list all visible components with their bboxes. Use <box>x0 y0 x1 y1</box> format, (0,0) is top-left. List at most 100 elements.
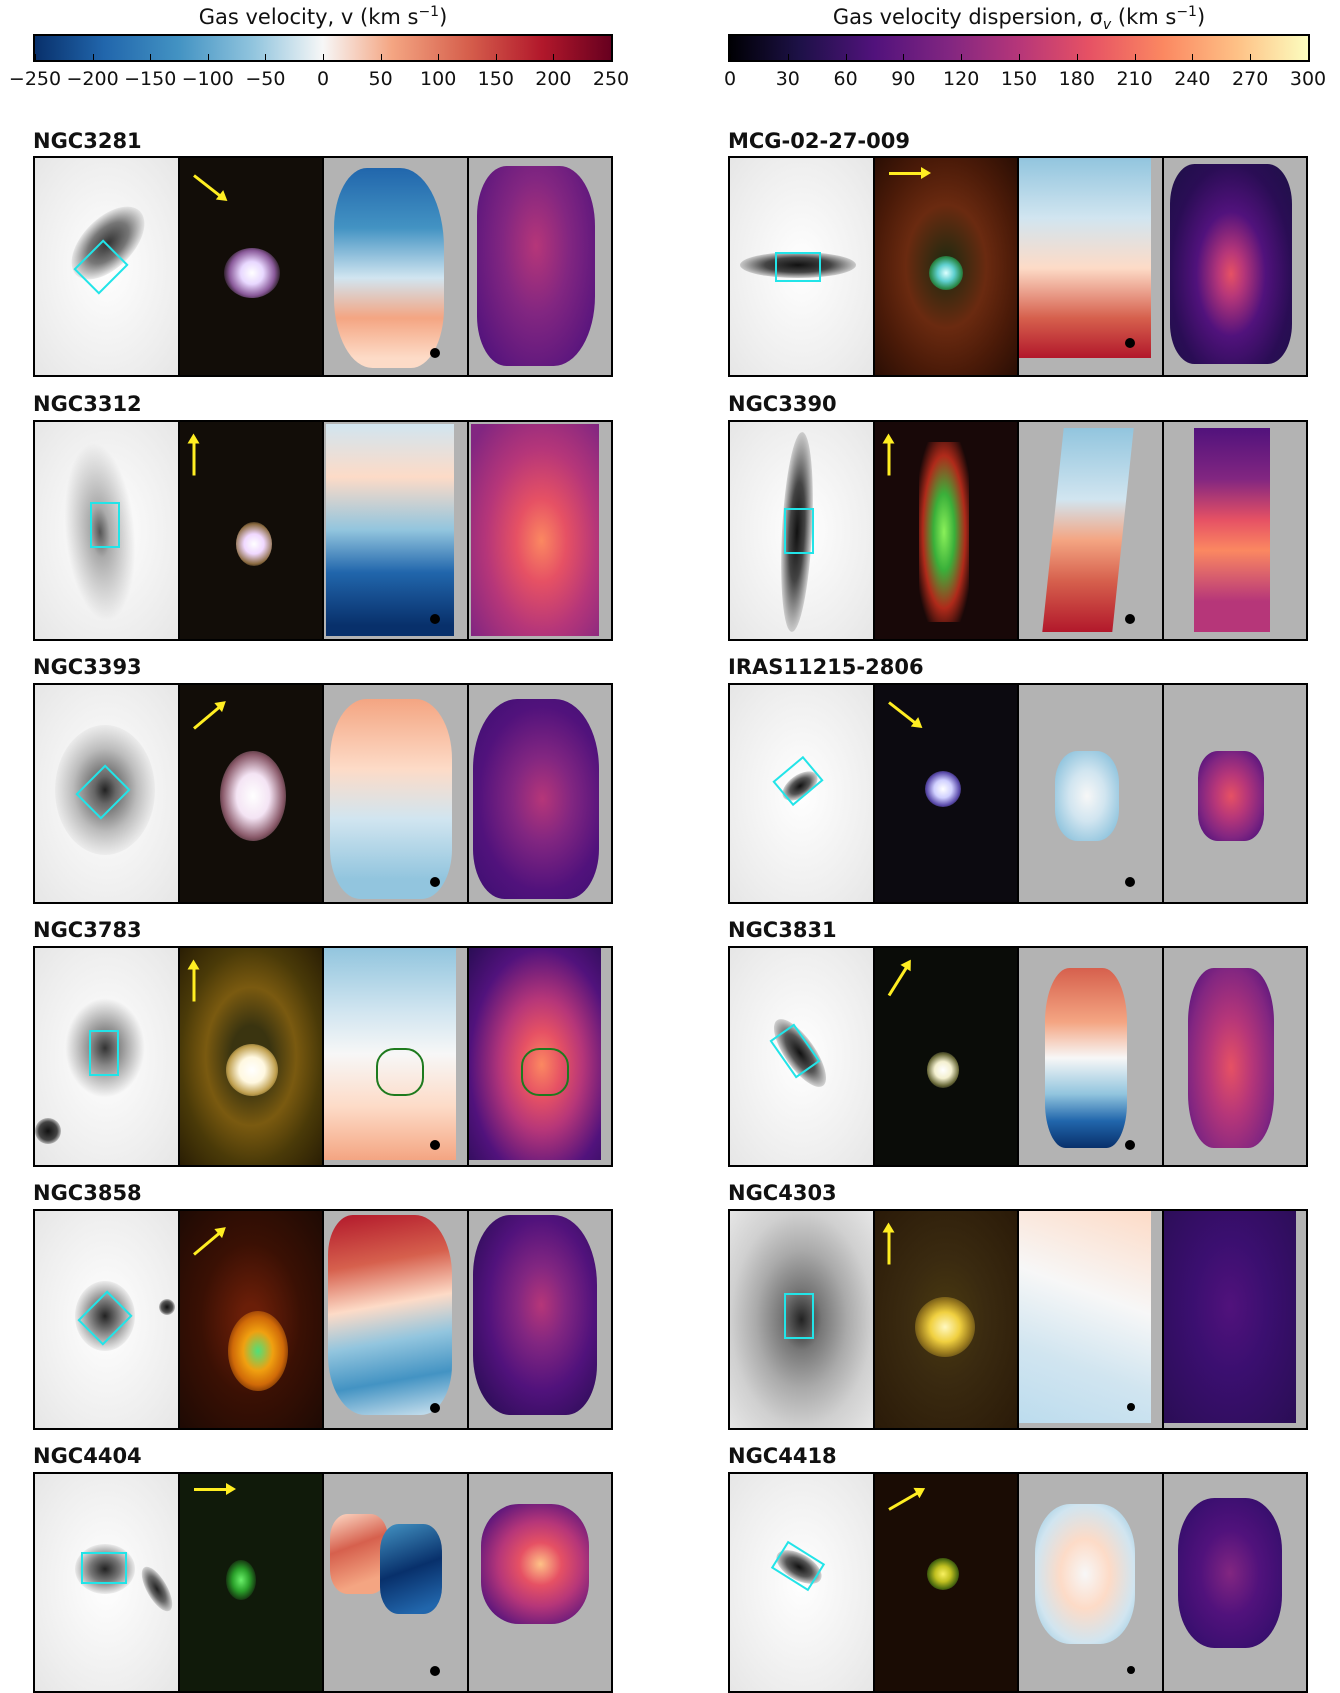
galaxy-row-ngc3783 <box>33 946 613 1167</box>
dispersion-tick-mark <box>1250 54 1252 62</box>
rgb-panel <box>179 1474 324 1691</box>
dispersion-map <box>1163 1211 1296 1423</box>
nucleus <box>928 256 963 290</box>
dispersion-tick-label: 180 <box>1058 68 1095 90</box>
velocity-tick-label: 200 <box>535 68 572 90</box>
velocity-map-panel <box>324 1211 469 1428</box>
rgb-panel <box>874 1474 1019 1691</box>
dispersion-map <box>470 424 599 636</box>
north-arrow-icon <box>887 1491 919 1511</box>
nucleus <box>235 522 272 566</box>
beam-icon <box>430 1666 440 1676</box>
galaxy-image <box>65 998 145 1098</box>
dispersion-tick-label: 0 <box>723 68 737 90</box>
velocity-tick-mark <box>611 54 612 62</box>
rgb-panel <box>179 158 324 375</box>
rgb-panel <box>874 948 1019 1165</box>
optical-panel <box>35 1474 180 1691</box>
nucleus <box>918 442 969 622</box>
galaxy-name: NGC3393 <box>33 655 142 679</box>
dispersion-map-panel <box>1163 1474 1306 1691</box>
velocity-tick-mark <box>92 54 94 62</box>
beam-icon <box>1127 1403 1135 1411</box>
optical-panel <box>35 158 180 375</box>
dispersion-map <box>480 1504 589 1624</box>
dispersion-map <box>472 699 599 899</box>
galaxy-name: NGC3390 <box>728 392 837 416</box>
dispersion-tick-mark <box>1019 54 1020 62</box>
dispersion-tick-label: 30 <box>775 68 800 90</box>
beam-icon <box>430 877 440 887</box>
beam-icon <box>1127 1666 1135 1674</box>
nucleus <box>223 248 280 298</box>
beam-icon <box>1125 877 1135 887</box>
rgb-panel <box>874 422 1019 639</box>
field-of-view-box <box>784 508 814 554</box>
optical-panel <box>35 685 180 902</box>
velocity-tick-mark <box>207 54 209 62</box>
dispersion-map-panel <box>1163 158 1306 375</box>
optical-panel <box>35 422 180 639</box>
beam-icon <box>1125 614 1135 624</box>
velocity-map <box>334 168 444 368</box>
field-of-view-box <box>90 502 120 548</box>
dispersion-tick-mark <box>730 54 731 62</box>
velocity-colorbar-title: Gas velocity, v (km s−1) <box>33 4 613 29</box>
dispersion-map <box>1193 428 1270 632</box>
velocity-map <box>1019 158 1151 358</box>
dispersion-title-suffix: ) <box>1196 5 1206 29</box>
dispersion-tick-label: 60 <box>833 68 858 90</box>
dispersion-map <box>1197 751 1264 841</box>
field-of-view-box <box>770 1540 826 1592</box>
velocity-map-panel <box>1019 158 1164 375</box>
velocity-map-panel <box>1019 948 1164 1165</box>
field-of-view-box <box>772 755 824 807</box>
velocity-map <box>1019 1211 1151 1423</box>
velocity-map <box>1042 428 1134 632</box>
galaxy-name: NGC4418 <box>728 1444 837 1468</box>
north-arrow-icon <box>888 167 931 179</box>
north-arrow-icon <box>887 1230 890 1265</box>
dispersion-tick-label: 210 <box>1116 68 1153 90</box>
velocity-map-redshifted <box>330 1514 388 1594</box>
galaxy-name: NGC3858 <box>33 1181 142 1205</box>
nucleus <box>225 1044 278 1096</box>
dispersion-map-panel <box>468 158 611 375</box>
galaxy-row-ngc3858 <box>33 1209 613 1430</box>
north-arrow-icon <box>887 701 917 725</box>
galaxy-row-ngc3393 <box>33 683 613 904</box>
dispersion-tick-mark <box>1134 54 1136 62</box>
velocity-tick-mark <box>438 54 440 62</box>
dispersion-map-panel <box>468 422 611 639</box>
dispersion-title-sub: v <box>1102 17 1112 34</box>
beam-icon <box>430 348 440 358</box>
rgb-panel <box>874 685 1019 902</box>
velocity-tick-mark <box>380 54 382 62</box>
beam-icon <box>430 1403 440 1413</box>
beam-icon <box>1125 1140 1135 1150</box>
velocity-tick-mark <box>35 54 36 62</box>
velocity-tick-label: −150 <box>124 68 177 90</box>
nucleus <box>227 1311 288 1391</box>
optical-panel <box>730 158 875 375</box>
dispersion-map <box>1177 1498 1282 1648</box>
velocity-tick-mark <box>553 54 555 62</box>
galaxy-row-ngc3390 <box>728 420 1308 641</box>
optical-panel <box>730 422 875 639</box>
rgb-panel <box>179 422 324 639</box>
dispersion-tick-mark <box>1192 54 1194 62</box>
velocity-tick-label: 0 <box>316 68 330 90</box>
dispersion-tick-mark <box>845 54 847 62</box>
galaxy-image <box>740 252 856 278</box>
north-arrow-icon <box>887 965 908 997</box>
rgb-panel <box>179 948 324 1165</box>
beam-icon <box>430 614 440 624</box>
dispersion-title-sup: −1 <box>1176 4 1197 20</box>
optical-panel <box>730 948 875 1165</box>
nucleus <box>926 1052 959 1088</box>
optical-panel <box>730 685 875 902</box>
galaxy-name: NGC3312 <box>33 392 142 416</box>
velocity-map-panel <box>324 685 469 902</box>
galaxy-image <box>55 725 155 855</box>
dispersion-tick-mark <box>787 54 789 62</box>
